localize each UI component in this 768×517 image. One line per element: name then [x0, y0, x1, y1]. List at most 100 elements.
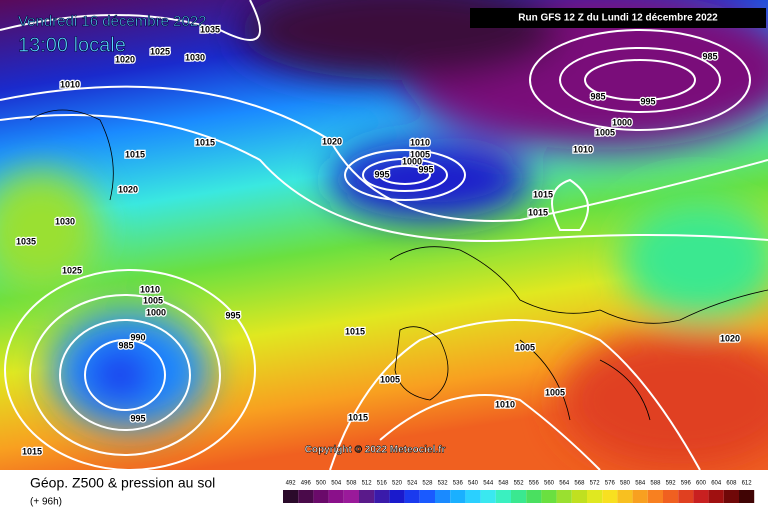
colorbar-cell: [298, 490, 314, 503]
isobar-label: 1030: [55, 216, 75, 226]
colorbar-label: 572: [590, 481, 601, 487]
run-info: Run GFS 12 Z du Lundi 12 décembre 2022: [518, 13, 718, 24]
coastlines: [29, 109, 768, 421]
colorbar-label: 524: [407, 481, 418, 487]
colorbar-cell: [526, 490, 542, 503]
isobar-label: 1005: [380, 374, 400, 384]
colorbar-label: 504: [331, 481, 342, 487]
isobar-label: 1005: [545, 387, 565, 397]
colorbar-cell: [328, 490, 344, 503]
isobar-label: 1015: [348, 412, 368, 422]
colorbar-label: 600: [696, 481, 707, 487]
colorbar-label: 612: [742, 481, 753, 487]
colorbar-label: 580: [620, 481, 631, 487]
isobar-label: 1020: [118, 184, 138, 194]
isobar-label: 1020: [322, 136, 342, 146]
colorbar-label: 556: [529, 481, 540, 487]
colorbar-cell: [647, 490, 663, 503]
isobar-label: 995: [418, 164, 433, 174]
isobar-label: 1010: [410, 137, 430, 147]
colorbar-cell: [343, 490, 359, 503]
colorbar-label: 584: [635, 481, 646, 487]
isobar-label: 1015: [533, 189, 553, 199]
isobar-label: 1015: [125, 149, 145, 159]
isobar-label: 1015: [345, 326, 365, 336]
colorbar-cell: [678, 490, 694, 503]
colorbar-label: 516: [377, 481, 388, 487]
colorbar-cell: [283, 490, 299, 503]
colorbar-cell: [480, 490, 496, 503]
colorbar-cell: [632, 490, 648, 503]
colorbar-label: 576: [605, 481, 616, 487]
isobar-label: 1000: [402, 156, 422, 166]
colorbar-label: 592: [666, 481, 677, 487]
colorbar-label: 568: [574, 481, 585, 487]
colorbar-cell: [404, 490, 420, 503]
isobar-label: 1020: [720, 333, 740, 343]
colorbar-cell: [739, 490, 755, 503]
colorbar-cell: [556, 490, 572, 503]
colorbar-label: 492: [286, 481, 297, 487]
colorbar-cell: [693, 490, 709, 503]
isobar-label: 1010: [60, 79, 80, 89]
colorbar-cell: [541, 490, 557, 503]
forecast-time: 13:00 locale: [18, 34, 126, 56]
isobars: [0, 0, 768, 470]
colorbar-label: 512: [362, 481, 373, 487]
copyright: Copyright © 2022 Meteociel.fr: [305, 445, 446, 456]
colorbar-cell: [435, 490, 451, 503]
colorbar-label: 552: [514, 481, 525, 487]
colorbar-cell: [602, 490, 618, 503]
footer-range: (+ 96h): [30, 497, 62, 508]
colorbar-label: 560: [544, 481, 555, 487]
colorbar-label: 540: [468, 481, 479, 487]
colorbar-label: 496: [301, 481, 312, 487]
isobar-label: 1005: [515, 342, 535, 352]
colorbar-cell: [571, 490, 587, 503]
colorbar-label: 520: [392, 481, 403, 487]
isobar-label: 985: [590, 91, 605, 101]
isobar-label: 1005: [143, 295, 163, 305]
colorbar-cell: [723, 490, 739, 503]
colorbar-cell: [374, 490, 390, 503]
isobar-label: 995: [130, 413, 145, 423]
isobar-label: 1025: [62, 265, 82, 275]
isobar-label: 1005: [595, 127, 615, 137]
colorbar-label: 536: [453, 481, 464, 487]
colorbar-cell: [313, 490, 329, 503]
colorbar-label: 588: [650, 481, 661, 487]
isobar-label: 1015: [528, 207, 548, 217]
isobar-label: 995: [225, 310, 240, 320]
isobar-label: 1000: [146, 307, 166, 317]
isobar-label: 1015: [22, 446, 42, 456]
footer-title: Géop. Z500 & pression au sol: [30, 475, 215, 491]
colorbar-cell: [359, 490, 375, 503]
isobar-label: 1010: [495, 399, 515, 409]
colorbar-label: 608: [726, 481, 737, 487]
colorbar-cell: [465, 490, 481, 503]
colorbar-label: 548: [498, 481, 509, 487]
forecast-date: Vendredi 16 décembre 2022: [18, 13, 206, 30]
isobar-label: 1000: [612, 117, 632, 127]
colorbar-cell: [495, 490, 511, 503]
isobar-label: 1030: [185, 52, 205, 62]
isobar-label: 1025: [150, 46, 170, 56]
colorbar-label: 500: [316, 481, 327, 487]
colorbar-label: 508: [346, 481, 357, 487]
colorbar-label: 528: [422, 481, 433, 487]
isobar-label: 985: [118, 340, 133, 350]
run-box: [470, 8, 766, 28]
isobar-label: 985: [702, 51, 717, 61]
colorbar-cell: [617, 490, 633, 503]
colorbar-cell: [450, 490, 466, 503]
colorbar-label: 564: [559, 481, 570, 487]
colorbar-cell: [708, 490, 724, 503]
isobar-label: 995: [640, 96, 655, 106]
colorbar-label: 596: [681, 481, 692, 487]
isobar-label: 1010: [573, 144, 593, 154]
isobar-label: 995: [374, 169, 389, 179]
colorbar-cell: [663, 490, 679, 503]
isobar-label: 1020: [115, 54, 135, 64]
colorbar-label: 604: [711, 481, 722, 487]
